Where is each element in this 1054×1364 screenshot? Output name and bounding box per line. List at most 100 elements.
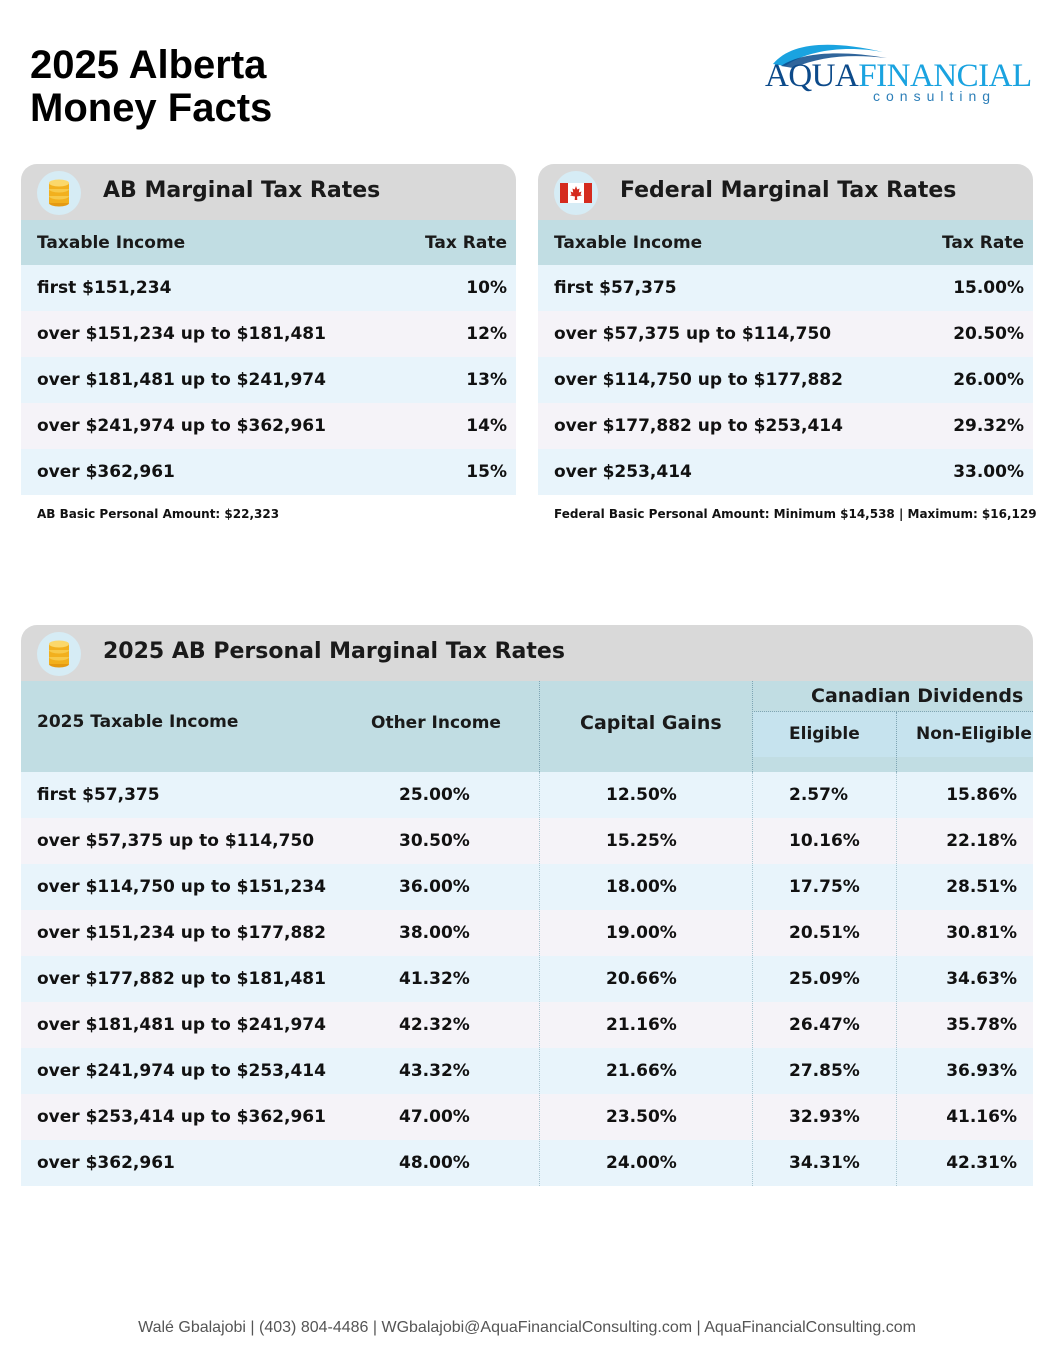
income-cell: over $241,974 up to $362,961 <box>37 416 326 436</box>
non-eligible-dividends-cell: 22.18% <box>946 831 1017 851</box>
income-cell: first $57,375 <box>554 278 677 298</box>
capital-gains-cell: 21.16% <box>606 1015 677 1035</box>
table-row: over $241,974 up to $362,961 14% <box>21 403 516 449</box>
column-divider <box>752 681 753 772</box>
column-divider <box>896 772 897 1186</box>
col-header-eligible: Eligible <box>789 724 860 744</box>
income-cell: over $181,481 up to $241,974 <box>37 1015 326 1035</box>
logo-wordmark: AQUAFINANCIAL <box>765 58 1032 94</box>
rate-cell: 33.00% <box>953 462 1024 482</box>
federal-basic-personal-amount-note: Federal Basic Personal Amount: Minimum $… <box>554 507 1037 521</box>
table-row: over $253,414 33.00% <box>538 449 1033 495</box>
col-header-taxable-income: Taxable Income <box>37 232 186 253</box>
header-divider <box>752 711 1033 712</box>
col-header-taxable-income: 2025 Taxable Income <box>37 712 239 732</box>
column-divider <box>752 772 753 1186</box>
income-cell: over $253,414 <box>554 462 692 482</box>
ab-tax-card-header: AB Marginal Tax Rates <box>21 164 516 220</box>
rate-cell: 14% <box>466 416 507 436</box>
page-title-line2: Money Facts <box>30 86 273 130</box>
ab-tax-table-body: first $151,234 10% over $151,234 up to $1… <box>21 265 516 495</box>
table-row: over $151,234 up to $177,882 38.00% 19.00%… <box>21 910 1033 956</box>
other-income-cell: 43.32% <box>399 1061 470 1081</box>
eligible-dividends-cell: 34.31% <box>789 1153 860 1173</box>
ab-tax-card: AB Marginal Tax Rates Taxable Income Tax… <box>21 164 516 521</box>
capital-gains-cell: 15.25% <box>606 831 677 851</box>
income-cell: over $114,750 up to $151,234 <box>37 877 326 897</box>
personal-tax-table-header: 2025 Taxable Income Other Income Capital… <box>21 681 1033 772</box>
col-header-capital-gains: Capital Gains <box>580 712 722 734</box>
federal-tax-card: Federal Marginal Tax Rates Taxable Incom… <box>538 164 1037 521</box>
non-eligible-dividends-cell: 36.93% <box>946 1061 1017 1081</box>
income-cell: over $57,375 up to $114,750 <box>554 324 832 344</box>
federal-tax-table-header: Taxable Income Tax Rate <box>538 220 1033 265</box>
rate-cell: 20.50% <box>953 324 1024 344</box>
ab-tax-table-header: Taxable Income Tax Rate <box>21 220 516 265</box>
non-eligible-dividends-cell: 34.63% <box>946 969 1017 989</box>
income-cell: over $57,375 up to $114,750 <box>37 831 315 851</box>
personal-tax-rows: first $57,375 25.00% 12.50% 2.57% 15.86% ove… <box>21 772 1033 1186</box>
logo-word-financial: FINANCIAL <box>858 58 1032 94</box>
non-eligible-dividends-cell: 41.16% <box>946 1107 1017 1127</box>
col-header-tax-rate: Tax Rate <box>425 232 507 253</box>
col-header-tax-rate: Tax Rate <box>942 232 1024 253</box>
rate-cell: 15.00% <box>953 278 1024 298</box>
coin-stack-icon <box>37 171 81 215</box>
table-row: over $177,882 up to $253,414 29.32% <box>538 403 1033 449</box>
table-row: first $57,375 25.00% 12.50% 2.57% 15.86% <box>21 772 1033 818</box>
table-row: first $151,234 10% <box>21 265 516 311</box>
rate-cell: 29.32% <box>953 416 1024 436</box>
other-income-cell: 30.50% <box>399 831 470 851</box>
non-eligible-dividends-cell: 30.81% <box>946 923 1017 943</box>
capital-gains-cell: 18.00% <box>606 877 677 897</box>
column-divider <box>539 681 540 772</box>
column-divider <box>539 772 540 1186</box>
income-cell: over $181,481 up to $241,974 <box>37 370 326 390</box>
col-header-taxable-income: Taxable Income <box>554 232 703 253</box>
income-cell: over $362,961 <box>37 462 175 482</box>
eligible-dividends-cell: 32.93% <box>789 1107 860 1127</box>
eligible-dividends-cell: 17.75% <box>789 877 860 897</box>
table-row: over $362,961 48.00% 24.00% 34.31% 42.31% <box>21 1140 1033 1186</box>
federal-tax-card-title: Federal Marginal Tax Rates <box>620 178 957 203</box>
capital-gains-cell: 19.00% <box>606 923 677 943</box>
eligible-dividends-cell: 25.09% <box>789 969 860 989</box>
table-row: first $57,375 15.00% <box>538 265 1033 311</box>
table-row: over $177,882 up to $181,481 41.32% 20.66%… <box>21 956 1033 1002</box>
other-income-cell: 36.00% <box>399 877 470 897</box>
income-cell: over $362,961 <box>37 1153 175 1173</box>
other-income-cell: 48.00% <box>399 1153 470 1173</box>
table-row: over $241,974 up to $253,414 43.32% 21.66%… <box>21 1048 1033 1094</box>
logo-word-aqua: AQUA <box>765 58 859 94</box>
page-title: 2025 Alberta Money Facts <box>30 44 272 130</box>
table-row: over $253,414 up to $362,961 47.00% 23.50%… <box>21 1094 1033 1140</box>
non-eligible-dividends-cell: 42.31% <box>946 1153 1017 1173</box>
non-eligible-dividends-cell: 28.51% <box>946 877 1017 897</box>
capital-gains-cell: 21.66% <box>606 1061 677 1081</box>
other-income-cell: 25.00% <box>399 785 470 805</box>
ab-tax-card-title: AB Marginal Tax Rates <box>103 178 381 203</box>
personal-tax-card: 2025 AB Personal Marginal Tax Rates 2025… <box>21 625 1033 1186</box>
income-cell: over $177,882 up to $253,414 <box>554 416 843 436</box>
income-cell: over $177,882 up to $181,481 <box>37 969 326 989</box>
table-row: over $181,481 up to $241,974 42.32% 21.16%… <box>21 1002 1033 1048</box>
income-cell: over $151,234 up to $181,481 <box>37 324 326 344</box>
eligible-dividends-cell: 26.47% <box>789 1015 860 1035</box>
personal-tax-card-title: 2025 AB Personal Marginal Tax Rates <box>103 639 565 664</box>
capital-gains-cell: 24.00% <box>606 1153 677 1173</box>
col-header-canadian-dividends: Canadian Dividends <box>811 685 1024 707</box>
income-cell: over $253,414 up to $362,961 <box>37 1107 326 1127</box>
col-header-non-eligible: Non-Eligible <box>916 724 1032 744</box>
federal-tax-table-body: first $57,375 15.00% over $57,375 up to $… <box>538 265 1033 495</box>
rate-cell: 15% <box>466 462 507 482</box>
dividends-subheader-band <box>753 712 1033 757</box>
eligible-dividends-cell: 27.85% <box>789 1061 860 1081</box>
income-cell: first $57,375 <box>37 785 160 805</box>
col-header-other-income: Other Income <box>371 713 501 733</box>
income-cell: first $151,234 <box>37 278 172 298</box>
eligible-dividends-cell: 20.51% <box>789 923 860 943</box>
capital-gains-cell: 20.66% <box>606 969 677 989</box>
eligible-dividends-cell: 10.16% <box>789 831 860 851</box>
logo-subtitle: consulting <box>873 88 997 104</box>
non-eligible-dividends-cell: 35.78% <box>946 1015 1017 1035</box>
